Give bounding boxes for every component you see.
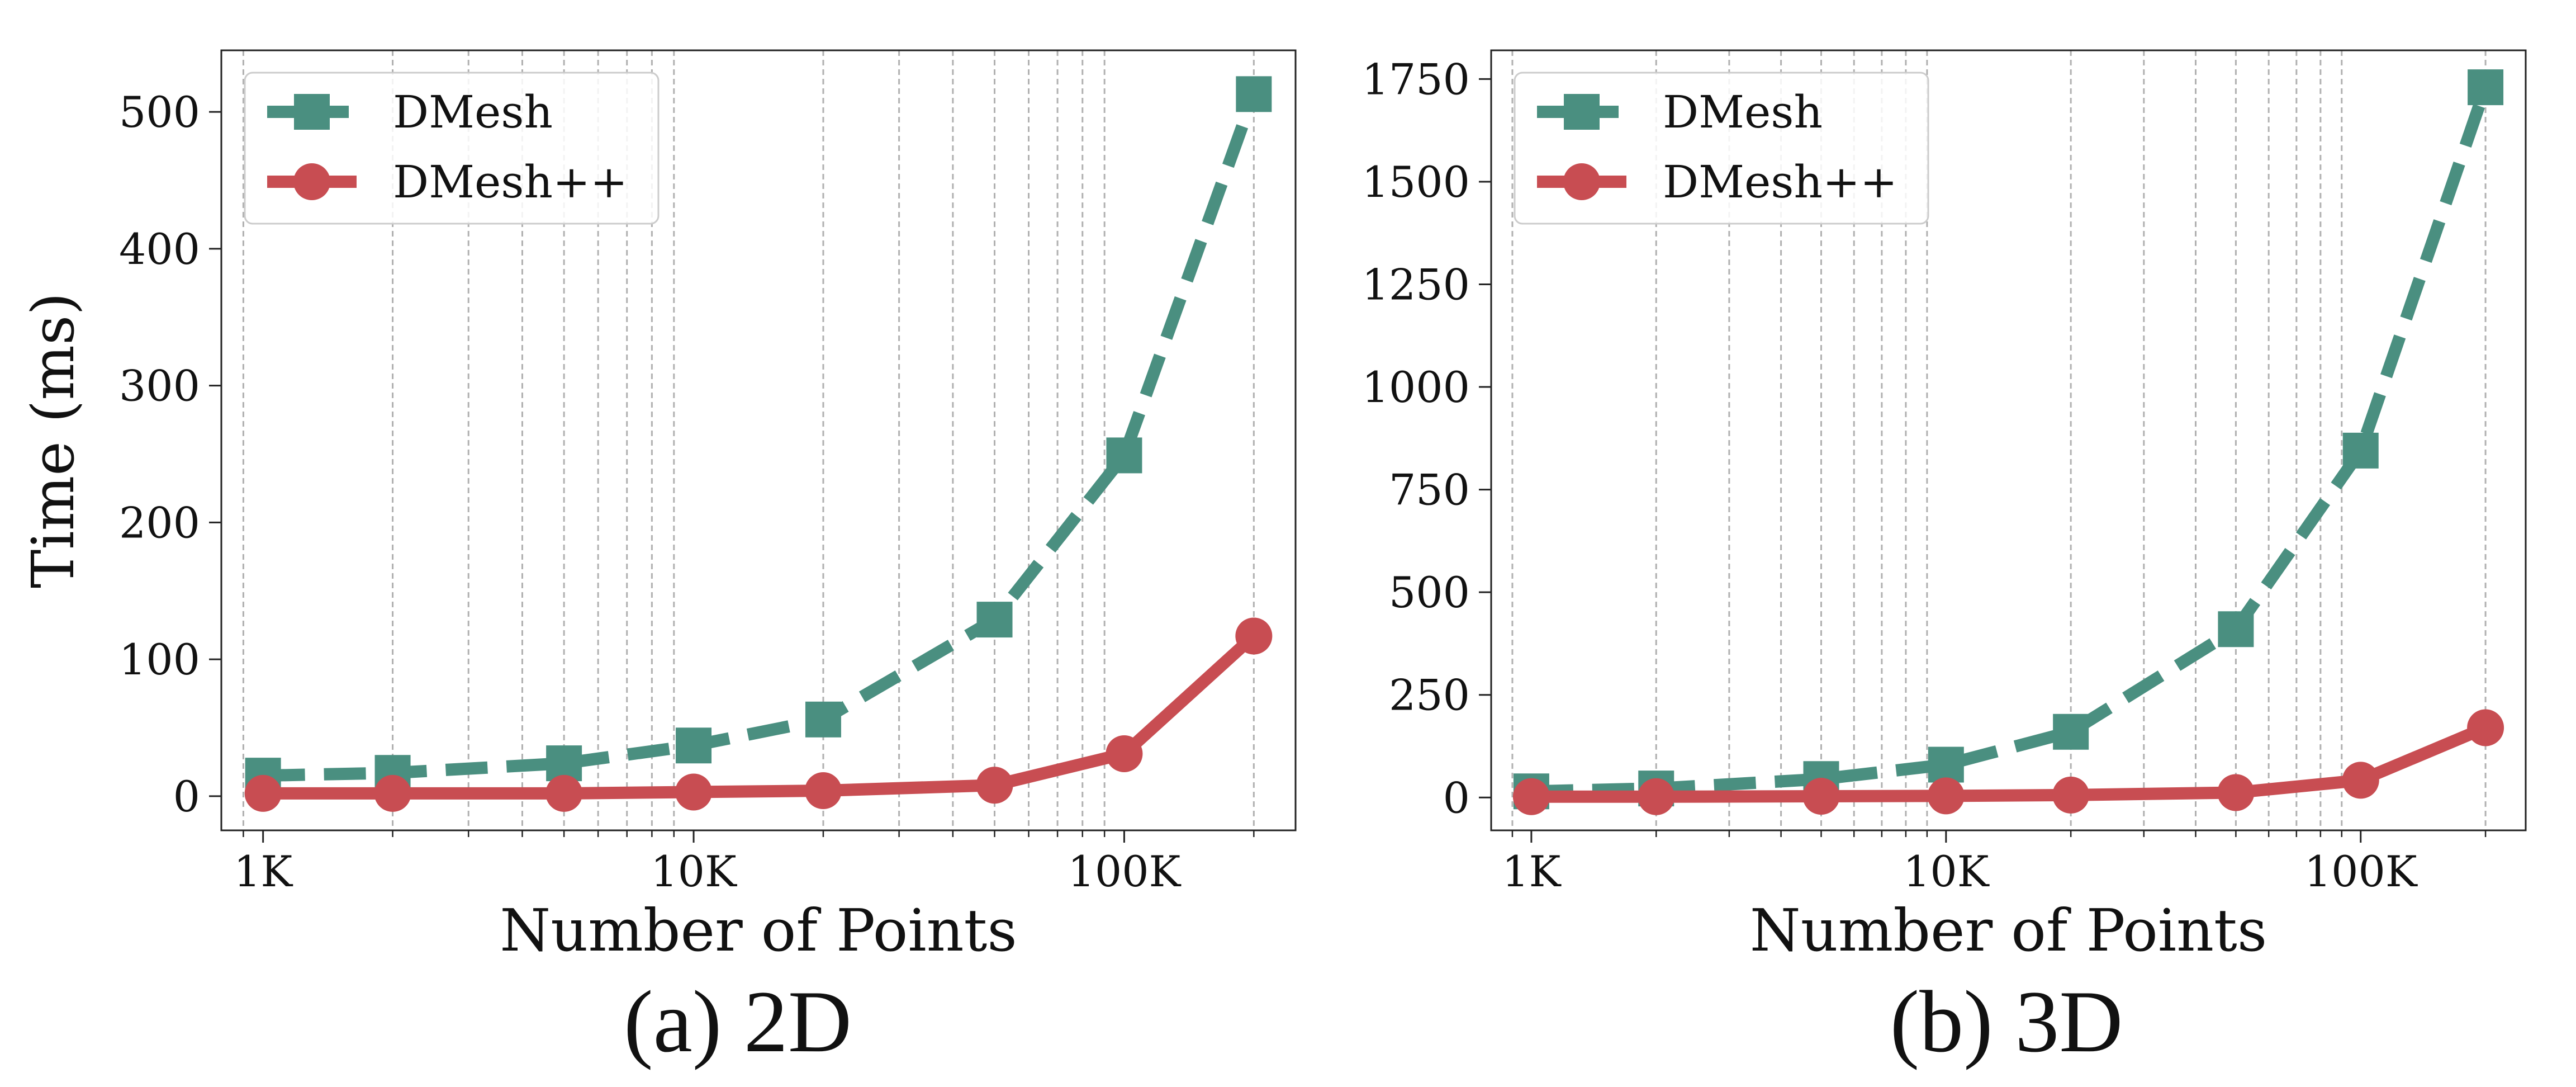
data-point-circle xyxy=(2467,709,2504,746)
series-dmeshplusplus xyxy=(1512,709,2504,815)
data-point-circle xyxy=(2052,776,2090,814)
y-tick-label: 250 xyxy=(1389,670,1470,720)
y-tick-label: 750 xyxy=(1389,465,1470,515)
data-point-circle xyxy=(804,772,842,810)
x-axis-label: Number of Points xyxy=(1750,896,2267,965)
data-point-circle xyxy=(2342,762,2379,799)
legend-label: DMesh xyxy=(393,86,553,138)
x-axis-label: Number of Points xyxy=(500,896,1017,965)
y-tick-label: 500 xyxy=(119,87,200,137)
data-point-circle xyxy=(244,774,282,812)
legend-label: DMesh++ xyxy=(393,156,628,208)
data-point-square xyxy=(1236,76,1272,112)
legend: DMesh DMesh++ xyxy=(1514,72,1929,225)
y-tick-label: 0 xyxy=(1443,773,1470,823)
data-point-circle xyxy=(1927,777,1965,815)
data-point-square xyxy=(2053,713,2089,750)
legend: DMesh DMesh++ xyxy=(244,72,660,225)
panel-2d: 1K 10K 100K 0 100 200 300 400 500 Number of Point… xyxy=(19,49,1297,1071)
x-tick-label: 1K xyxy=(1502,847,1561,896)
panel-caption: (a) 2D xyxy=(624,973,852,1071)
data-point-circle xyxy=(1106,735,1143,772)
legend-marker-circle xyxy=(1563,163,1600,200)
y-tick-label: 400 xyxy=(119,224,200,274)
y-tick-label: 1000 xyxy=(1362,362,1470,412)
x-tick-label: 100K xyxy=(1068,847,1182,896)
data-point-circle xyxy=(1802,778,1840,815)
series-dmeshplusplus xyxy=(244,617,1273,812)
data-point-circle xyxy=(545,774,583,812)
data-point-circle xyxy=(2217,774,2255,811)
data-point-square xyxy=(976,602,1013,638)
y-tick-label: 1500 xyxy=(1362,157,1470,207)
panel-caption: (b) 3D xyxy=(1890,973,2123,1071)
plot-frame xyxy=(220,49,1297,831)
data-point-circle xyxy=(1235,617,1273,655)
data-point-circle xyxy=(976,767,1013,804)
legend-label: DMesh xyxy=(1663,86,1823,138)
legend-marker-circle xyxy=(293,163,330,200)
data-point-square xyxy=(2342,432,2379,469)
y-axis-label: Time (ms) xyxy=(19,292,87,588)
y-tick-label: 300 xyxy=(119,361,200,411)
x-tick-label: 10K xyxy=(651,847,737,896)
series-line xyxy=(263,92,1260,782)
x-tick-label: 10K xyxy=(1903,847,1990,896)
data-point-circle xyxy=(374,774,411,812)
series-line xyxy=(1531,85,2492,798)
y-tick-label: 1250 xyxy=(1362,260,1470,310)
series-line xyxy=(263,631,1258,800)
y-tick-label: 1750 xyxy=(1362,54,1470,104)
plot-frame xyxy=(1490,49,2527,831)
x-tick-label: 1K xyxy=(234,847,293,896)
y-tick-label: 100 xyxy=(119,635,200,684)
data-point-square xyxy=(2218,611,2254,648)
data-point-circle xyxy=(675,773,713,811)
panel-3d: 1K 10K 100K 0 250 500 750 1000 1250 1500 1750 Numbe… xyxy=(1362,49,2527,1071)
y-tick-label: 500 xyxy=(1389,568,1470,617)
legend-marker-square xyxy=(294,94,330,130)
data-point-square xyxy=(676,727,712,764)
data-point-square xyxy=(2468,69,2504,106)
data-point-square xyxy=(1928,746,1964,783)
data-point-square xyxy=(1106,437,1142,474)
x-grid xyxy=(1511,50,2487,830)
data-point-circle xyxy=(1512,778,1550,815)
legend-marker-square xyxy=(1564,94,1600,130)
data-point-square xyxy=(805,701,841,738)
series-dmesh xyxy=(245,76,1272,794)
x-grid xyxy=(242,50,1255,830)
legend-label: DMesh++ xyxy=(1663,156,1897,208)
y-tick-label: 0 xyxy=(173,772,200,821)
series-line xyxy=(1531,722,2488,803)
data-point-circle xyxy=(1638,778,1675,815)
y-tick-label: 200 xyxy=(119,498,200,547)
x-tick-label: 100K xyxy=(2304,847,2418,896)
